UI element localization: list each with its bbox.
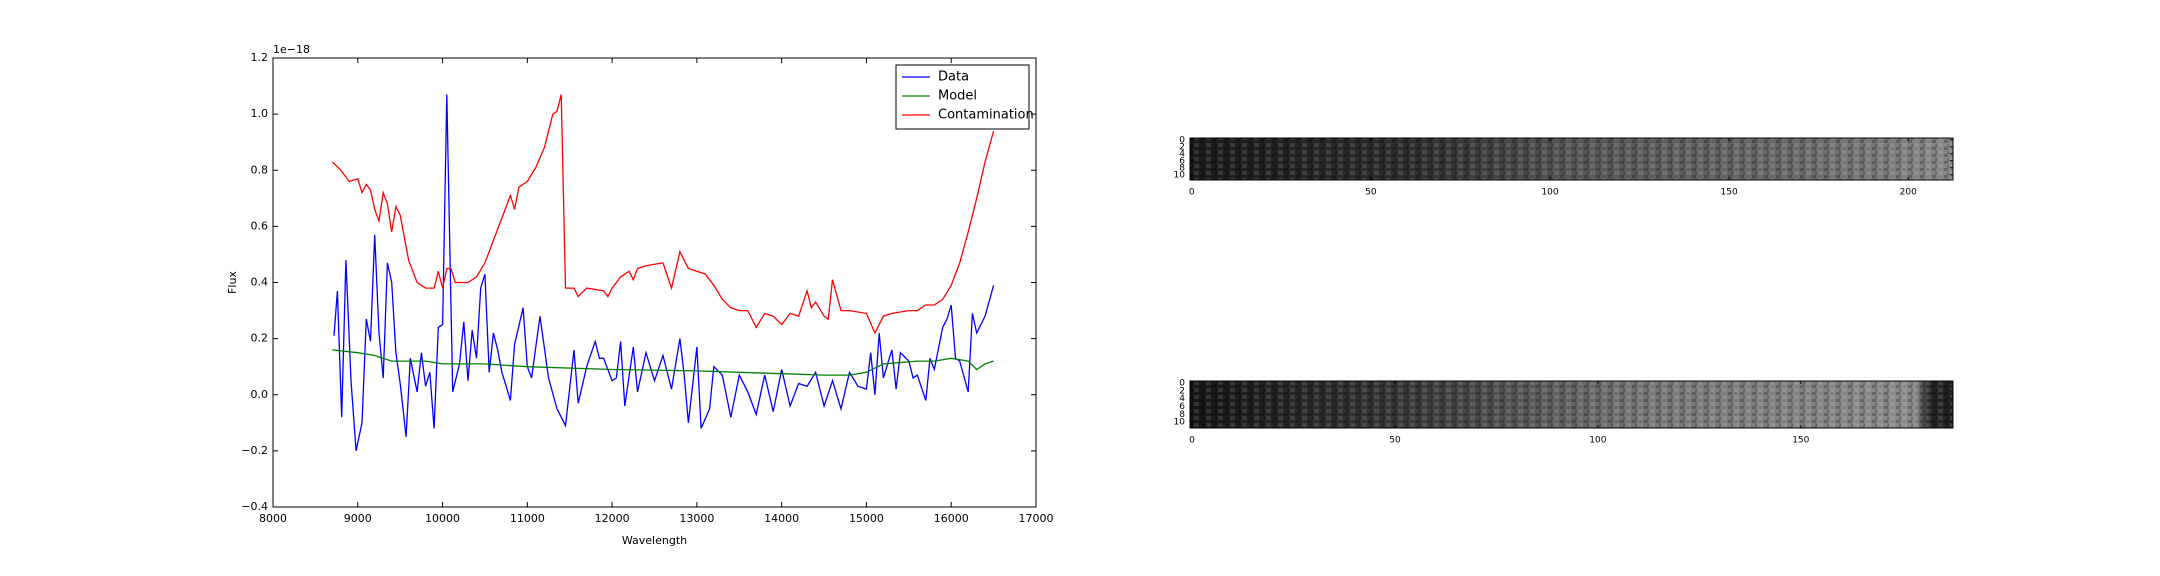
axes-frame [1189, 380, 1954, 429]
x-tick-label: 150 [1792, 436, 1809, 446]
x-tick-label: 10000 [425, 512, 460, 525]
y-tick-label: 0 [1179, 378, 1185, 388]
y-tick-label: −0.2 [241, 444, 268, 457]
x-tick-label: 50 [1365, 188, 1377, 198]
legend-label: Contamination [938, 108, 1034, 123]
y-tick-label: 6 [1179, 402, 1185, 412]
legend-label: Data [938, 70, 969, 85]
y-tick-label: 8 [1179, 410, 1185, 420]
image-texture [1190, 381, 1953, 428]
data-line [333, 94, 995, 452]
x-tick-label: 11000 [510, 512, 545, 525]
x-tick-label: 50 [1389, 436, 1401, 446]
x-tick-label: 100 [1541, 188, 1558, 198]
y-tick-label: 2 [1179, 142, 1185, 152]
legend: Data Model Contamination [895, 64, 1034, 130]
y-tick-label: 4 [1179, 149, 1185, 159]
y-tick-label: 10 [1174, 418, 1186, 428]
y-tick-label: 1.0 [251, 107, 269, 120]
y-tick-label: 8 [1179, 163, 1185, 173]
offset-label: 1e−18 [273, 43, 310, 56]
image-texture [1190, 138, 1953, 180]
y-tick-label: 2 [1179, 386, 1185, 396]
y-tick-label: 0.8 [251, 163, 269, 176]
x-tick-label: 150 [1721, 188, 1738, 198]
x-tick-label: 9000 [344, 512, 372, 525]
x-tick-label: 13000 [679, 512, 714, 525]
x-tick-label: 15000 [849, 512, 884, 525]
y-tick-label: 0.2 [251, 332, 269, 345]
data-line [332, 349, 994, 376]
axes-frame [1189, 137, 1954, 181]
x-tick-label: 17000 [1019, 512, 1054, 525]
legend-label: Model [938, 89, 977, 104]
y-tick-label: 1.2 [251, 51, 269, 64]
x-tick-label: 14000 [764, 512, 799, 525]
y-tick-label: 0 [1179, 135, 1185, 145]
y-tick-label: 0.4 [251, 276, 269, 289]
y-tick-label: 6 [1179, 156, 1185, 166]
x-tick-label: 0 [1189, 188, 1195, 198]
x-tick-label: 0 [1189, 436, 1195, 446]
legend-frame [895, 64, 1030, 130]
y-tick-label: 10 [1174, 170, 1186, 180]
x-tick-label: 12000 [595, 512, 630, 525]
x-tick-label: 100 [1589, 436, 1606, 446]
x-tick-label: 200 [1900, 188, 1917, 198]
x-tick-label: 16000 [934, 512, 969, 525]
data-line [331, 94, 995, 335]
x-tick-label: 8000 [259, 512, 287, 525]
y-tick-label: 0.0 [251, 388, 269, 401]
y-tick-label: 0.6 [251, 219, 269, 232]
y-tick-label: 4 [1179, 394, 1185, 404]
x-axis-label: Wavelength [622, 534, 687, 547]
y-axis-label: Flux [226, 271, 239, 294]
y-tick-label: −0.4 [241, 500, 268, 513]
